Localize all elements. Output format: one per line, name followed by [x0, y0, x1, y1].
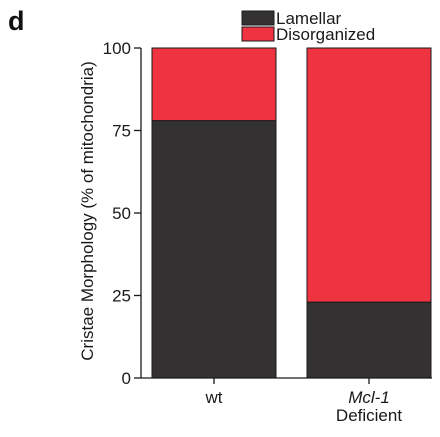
- y-tick-label: 50: [112, 204, 131, 223]
- legend-swatch-lamellar: [241, 10, 275, 26]
- legend-label: Disorganized: [276, 25, 375, 44]
- x-tick-label: Mcl-1: [348, 388, 390, 407]
- y-tick-label: 75: [112, 122, 131, 141]
- bar-segment-disorganized-1: [306, 47, 432, 303]
- bars-group: [151, 47, 432, 379]
- legend-swatch-disorganized: [241, 26, 275, 42]
- legend-label: Lamellar: [276, 9, 342, 28]
- bar-segment-lamellar-1: [306, 301, 432, 379]
- panel-label: d: [8, 6, 25, 36]
- bar-segment-disorganized-0: [151, 47, 277, 122]
- y-tick-label: 0: [122, 369, 131, 388]
- bar-segment-lamellar-0: [151, 120, 277, 379]
- x-tick-label: Deficient: [336, 406, 402, 425]
- x-tick-label: wt: [205, 388, 223, 407]
- y-axis-label: Cristae Morphology (% of mitochondria): [78, 61, 97, 361]
- y-tick-label: 100: [103, 39, 131, 58]
- y-tick-label: 25: [112, 287, 131, 306]
